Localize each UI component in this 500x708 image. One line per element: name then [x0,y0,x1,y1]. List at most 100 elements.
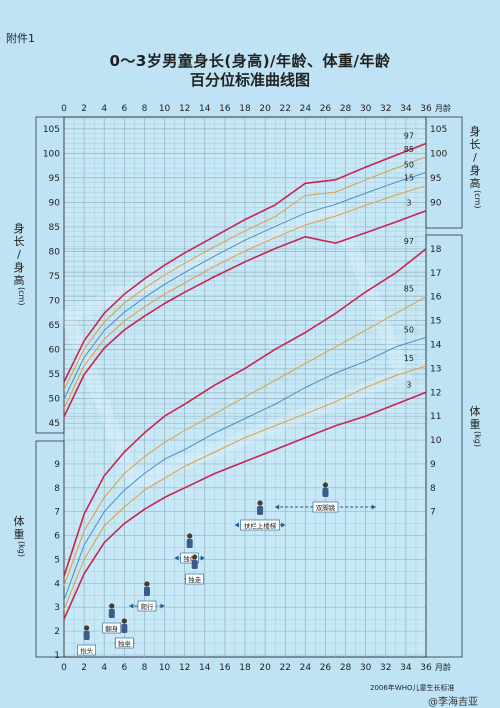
x-tick-label-top: 34 [400,104,412,114]
weight-axis-label-left: 体 重 (kg) [12,515,27,557]
x-tick-label-bottom: 4 [101,663,107,673]
x-tick-label-bottom: 32 [380,663,391,673]
height-tick-label-left: 75 [49,272,60,282]
milestone-label: 独坐 [118,639,132,648]
x-tick-label-top: 10 [159,104,171,114]
watermark-text: @李海吉亚 [428,697,478,708]
x-tick-label-top: 4 [101,104,107,114]
milestone-label-box [240,519,280,531]
milestone-label: 翻身 [105,624,119,633]
height-label-char: 身 [469,164,481,177]
child-figure-icon [121,618,127,624]
child-figure-icon [322,488,329,497]
x-tick-label-top: 2 [81,104,87,114]
height-label-char: 高 [469,177,481,190]
weight-tick-label-right: 17 [430,269,441,279]
height-tick-label-left: 50 [49,395,61,405]
height-label-char: 身 [469,125,481,138]
milestone-arrow-right [160,603,165,609]
x-tick-label-bottom: 12 [179,663,190,673]
height-tick-label-left: 105 [43,125,60,135]
height-tick-label-right: 90 [430,198,442,208]
child-figure-icon [257,506,264,515]
x-tick-label-top: 12 [179,104,190,114]
x-tick-label-bottom: 14 [199,663,211,673]
x-tick-label-bottom: 30 [360,663,372,673]
weight-curve-p97 [63,248,427,577]
weight-tick-label-left: 7 [54,508,60,518]
x-tick-label-bottom: 26 [320,663,332,673]
height-percentile-label-p50: 50 [404,160,414,169]
weight-tick-label-left: 3 [54,603,60,613]
weight-tick-label-right: 12 [430,388,441,398]
weight-tick-label-right: 16 [430,293,442,303]
height-tick-label-right: 100 [430,149,447,159]
milestone-label: 抬头 [80,646,94,655]
child-figure-icon [121,624,128,633]
weight-tick-label-right: 14 [430,340,442,350]
child-figure-icon [187,533,193,539]
x-tick-label-top: 20 [259,104,271,114]
milestone-arrow-left [174,555,179,561]
x-tick-label-bottom: 8 [142,663,148,673]
height-tick-label-left: 55 [49,370,60,380]
weight-tick-label-right: 9 [430,460,436,470]
x-tick-label-bottom: 2 [81,663,87,673]
height-axis-label-right: 身 长 / 身 高 (cm) [468,125,483,209]
x-tick-label-top: 16 [219,104,231,114]
chart-title-line1: 0～3岁男童身长(身高)/年龄、体重/年龄 [109,52,391,70]
weight-label-char: 体 [13,515,25,528]
weight-tick-label-left: 8 [54,484,60,494]
child-figure-icon [144,581,150,587]
x-tick-label-bottom: 24 [300,663,312,673]
weight-percentile-label-p15: 15 [404,354,414,363]
weight-tick-label-left: 1 [54,651,60,661]
milestone-label-box [137,600,157,612]
x-tick-label-bottom: 36 [420,663,432,673]
x-tick-label-bottom: 20 [259,663,271,673]
milestone-label: 独走 [188,575,202,584]
chart-title-line2: 百分位标准曲线图 [189,71,310,89]
x-tick-label-top: 28 [340,104,352,114]
milestone-arrow-left [129,603,134,609]
height-label-char: 身 [13,261,25,274]
weight-label-unit: (kg) [473,431,482,447]
x-tick-label-top: 24 [300,104,312,114]
height-label-char: / [17,248,21,261]
right-weight-scale-frame [425,234,463,658]
milestone-arrow-right [200,555,205,561]
annex-label: 附件1 [6,32,35,45]
height-axis-label-left: 身 长 / 身 高 (cm) [12,222,27,305]
height-label-unit: (cm) [473,190,482,209]
height-curve-p97 [63,142,427,383]
milestone-arrow-right [281,522,286,528]
weight-tick-label-left: 6 [54,532,60,542]
weight-tick-label-right: 10 [430,436,442,446]
x-tick-label-top: 30 [360,104,372,114]
height-tick-label-left: 70 [49,297,61,307]
milestone-label-box [77,644,96,656]
milestone-label: 扶栏上楼梯 [244,521,277,530]
height-percentile-label-p97: 97 [404,132,414,141]
height-tick-label-right: 95 [430,174,441,184]
weight-tick-label-right: 7 [430,508,436,518]
x-tick-label-bottom: 6 [121,663,127,673]
weight-curve-p85 [63,296,427,586]
weight-percentile-label-p85: 85 [404,285,414,294]
milestone-label: 爬行 [140,602,154,611]
child-figure-icon [84,625,90,631]
height-curve-p85 [63,156,427,391]
weight-label-char: 体 [469,405,481,418]
left-height-scale-frame [35,116,65,434]
milestone-arrow-left [275,504,280,510]
milestone-label: 双脚跳 [316,503,336,512]
height-tick-label-left: 85 [49,223,60,233]
height-percentile-label-p15: 15 [404,174,414,183]
x-tick-label-bottom: 22 [279,663,290,673]
weight-tick-label-right: 11 [430,412,441,422]
height-tick-label-left: 95 [49,174,60,184]
weight-percentile-label-p3: 3 [406,380,411,389]
left-weight-scale-frame [35,440,65,658]
x-tick-label-bottom: 10 [159,663,171,673]
